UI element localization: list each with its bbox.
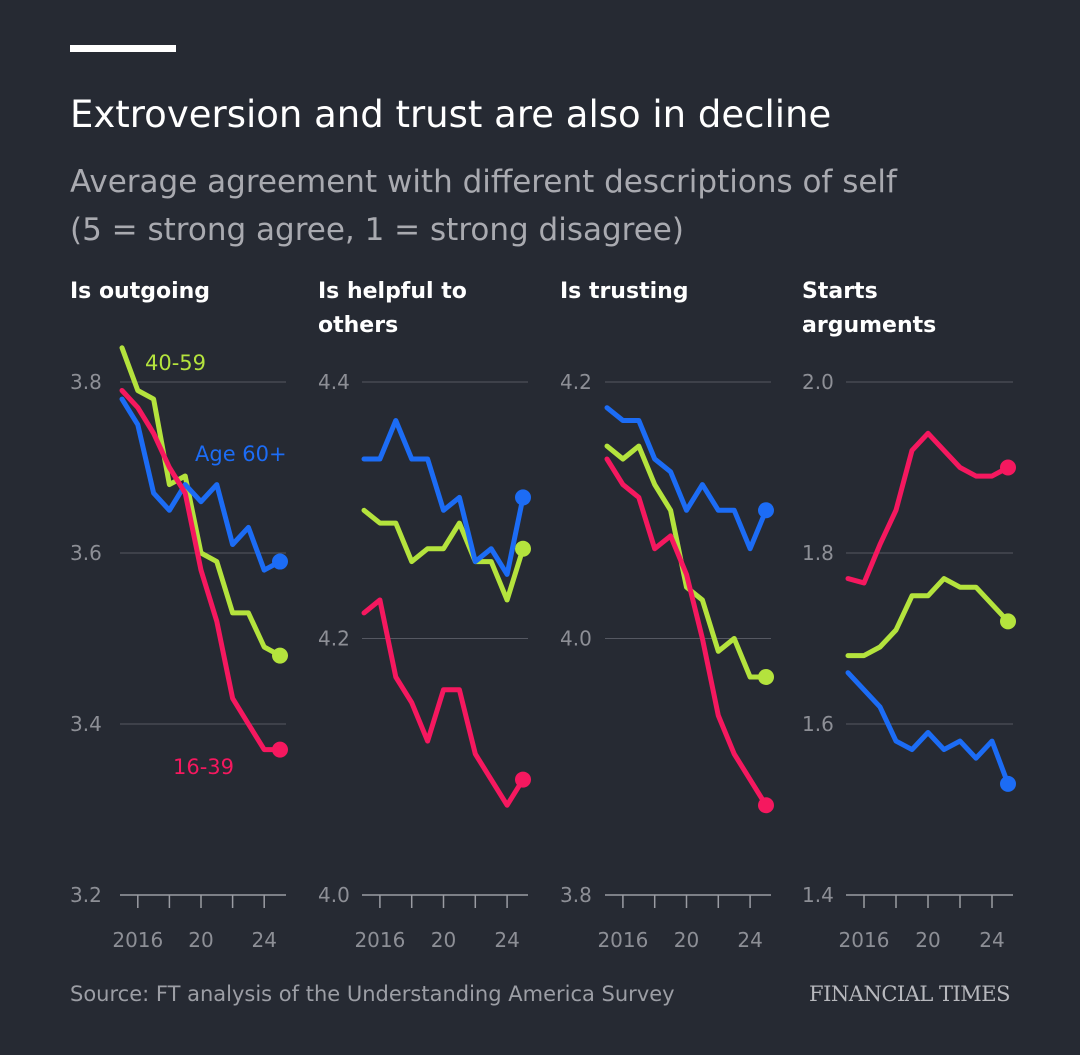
series-line-60+ <box>119 396 283 573</box>
y-tick-label: 4.2 <box>318 627 350 651</box>
source-note: Source: FT analysis of the Understanding… <box>70 982 675 1006</box>
y-tick-label: 1.4 <box>802 883 834 907</box>
panel-title: arguments <box>802 313 936 338</box>
y-tick-label: 4.0 <box>560 627 592 651</box>
y-tick-label: 3.2 <box>70 883 102 907</box>
series-line-60+ <box>845 670 1011 787</box>
series-endpoint-60+ <box>758 502 774 519</box>
chart-subtitle-line1: Average agreement with different descrip… <box>70 164 898 200</box>
series-endpoint-40-59 <box>515 540 531 557</box>
series-line-16-39 <box>845 430 1011 586</box>
x-tick-label: 20 <box>431 928 456 952</box>
panel-4: Starts arguments 1.4 1.6 1.8 2.0 2016 20 24 <box>802 279 1016 952</box>
series-endpoint-60+ <box>272 553 288 570</box>
panel-title: Starts <box>802 279 878 304</box>
y-tick-label: 4.0 <box>318 883 350 907</box>
x-tick-label: 24 <box>251 928 276 952</box>
y-tick-label: 4.4 <box>318 370 350 394</box>
panel-title: Is outgoing <box>70 279 210 304</box>
series-label-60-plus: Age 60+ <box>195 442 287 466</box>
panel-title: Is trusting <box>560 279 689 304</box>
panel-title: others <box>318 313 398 338</box>
y-tick-label: 1.6 <box>802 712 834 736</box>
series-line-60+ <box>361 418 526 577</box>
series-endpoint-40-59 <box>1000 613 1016 630</box>
x-tick-label: 24 <box>737 928 762 952</box>
series-endpoint-60+ <box>515 489 531 506</box>
chart-subtitle-line2: (5 = strong agree, 1 = strong disagree) <box>70 212 684 248</box>
y-tick-label: 3.8 <box>70 370 102 394</box>
x-tick-label: 2016 <box>839 928 890 952</box>
series-label-40-59: 40-59 <box>145 351 206 375</box>
y-tick-label: 3.6 <box>70 541 102 565</box>
y-tick-label: 3.8 <box>560 883 592 907</box>
panel-title: Is helpful to <box>318 279 467 304</box>
series-line-16-39 <box>119 388 283 753</box>
panel-1: Is outgoing 3.2 3.4 3.6 3.8 2016 20 24 40-59 Age … <box>70 279 288 952</box>
x-tick-label: 2016 <box>354 928 405 952</box>
series-line-40-59 <box>119 345 283 659</box>
chart-title: Extroversion and trust are also in decli… <box>70 93 831 136</box>
panel-3: Is trusting 3.8 4.0 4.2 2016 20 24 <box>560 279 774 952</box>
x-tick-label: 20 <box>188 928 213 952</box>
series-endpoint-16-39 <box>515 771 531 788</box>
ft-logo: FINANCIAL TIMES <box>809 982 1010 1006</box>
x-tick-label: 2016 <box>597 928 648 952</box>
series-line-16-39 <box>361 597 526 808</box>
series-line-40-59 <box>604 443 769 680</box>
y-tick-label: 1.8 <box>802 541 834 565</box>
series-line-40-59 <box>845 576 1011 659</box>
x-tick-label: 24 <box>979 928 1004 952</box>
y-tick-label: 2.0 <box>802 370 834 394</box>
x-tick-label: 20 <box>915 928 940 952</box>
series-label-16-39: 16-39 <box>173 755 234 779</box>
y-tick-label: 3.4 <box>70 712 102 736</box>
title-accent-bar <box>70 45 176 52</box>
series-endpoint-16-39 <box>272 741 288 758</box>
series-line-16-39 <box>604 456 769 808</box>
series-endpoint-40-59 <box>272 647 288 664</box>
series-endpoint-60+ <box>1000 775 1016 792</box>
x-tick-label: 24 <box>494 928 519 952</box>
panel-2: Is helpful to others 4.0 4.2 4.4 2016 20 24 <box>318 279 531 952</box>
series-line-60+ <box>604 405 769 552</box>
series-endpoint-16-39 <box>1000 459 1016 476</box>
y-tick-label: 4.2 <box>560 370 592 394</box>
series-line-40-59 <box>361 507 526 603</box>
series-endpoint-40-59 <box>758 668 774 685</box>
series-endpoint-16-39 <box>758 797 774 814</box>
x-tick-label: 20 <box>674 928 699 952</box>
x-tick-label: 2016 <box>112 928 163 952</box>
